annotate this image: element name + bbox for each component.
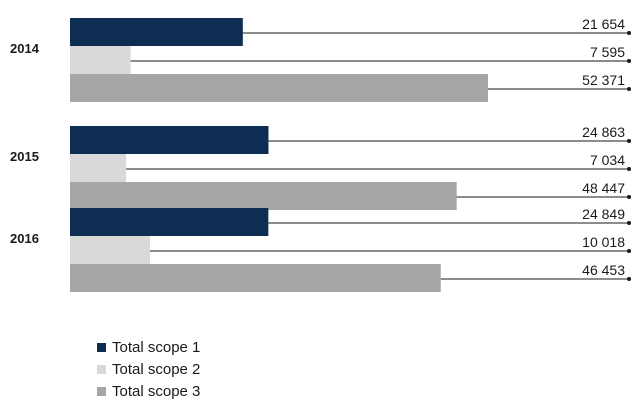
value-label-2015-scope-3: 48 447 [582, 180, 625, 196]
bar-2015-scope-2 [70, 154, 127, 182]
value-label-2015-scope-1: 24 863 [582, 124, 625, 140]
value-label-2015-scope-2: 7 034 [590, 152, 625, 168]
category-label-2014: 2014 [10, 41, 40, 56]
leader-dot-2014-scope-2 [627, 59, 631, 63]
value-label-2014-scope-2: 7 595 [590, 44, 625, 60]
leader-dot-2015-scope-3 [627, 195, 631, 199]
leader-dot-2016-scope-2 [627, 249, 631, 253]
bar-chart: 2014 21 654 7 595 52 371 2015 24 863 7 034 48 4… [10, 16, 631, 292]
value-label-2016-scope-2: 10 018 [582, 234, 625, 250]
leader-dot-2015-scope-2 [627, 167, 631, 171]
bar-2014-scope-3 [70, 74, 488, 102]
legend-item-scope-2: Total scope 2 [97, 358, 200, 380]
value-label-2014-scope-1: 21 654 [582, 16, 625, 32]
bar-2014-scope-1 [70, 18, 243, 46]
bar-2014-scope-2 [70, 46, 131, 74]
legend-label-scope-1: Total scope 1 [112, 338, 201, 356]
leader-dot-2014-scope-3 [627, 87, 631, 91]
legend: Total scope 1 Total scope 2 Total scope … [97, 336, 200, 402]
value-label-2016-scope-3: 46 453 [582, 262, 625, 278]
leader-dot-2014-scope-1 [627, 31, 631, 35]
bar-2016-scope-3 [70, 264, 441, 292]
legend-label-scope-3: Total scope 3 [112, 382, 201, 400]
value-label-2016-scope-1: 24 849 [582, 206, 625, 222]
legend-item-scope-3: Total scope 3 [97, 380, 200, 402]
legend-swatch-scope-3 [97, 386, 106, 396]
category-label-2015: 2015 [10, 149, 39, 164]
value-label-2014-scope-3: 52 371 [582, 72, 625, 88]
bar-2015-scope-3 [70, 182, 457, 210]
category-label-2016: 2016 [10, 231, 39, 246]
leader-dot-2016-scope-1 [627, 221, 631, 225]
leader-dot-2016-scope-3 [627, 277, 631, 281]
legend-swatch-scope-2 [97, 364, 106, 374]
leader-dot-2015-scope-1 [627, 139, 631, 143]
bar-2015-scope-1 [70, 126, 269, 154]
legend-item-scope-1: Total scope 1 [97, 336, 200, 358]
bar-2016-scope-2 [70, 236, 150, 264]
legend-swatch-scope-1 [97, 342, 106, 352]
legend-label-scope-2: Total scope 2 [112, 360, 201, 378]
bar-2016-scope-1 [70, 208, 269, 236]
